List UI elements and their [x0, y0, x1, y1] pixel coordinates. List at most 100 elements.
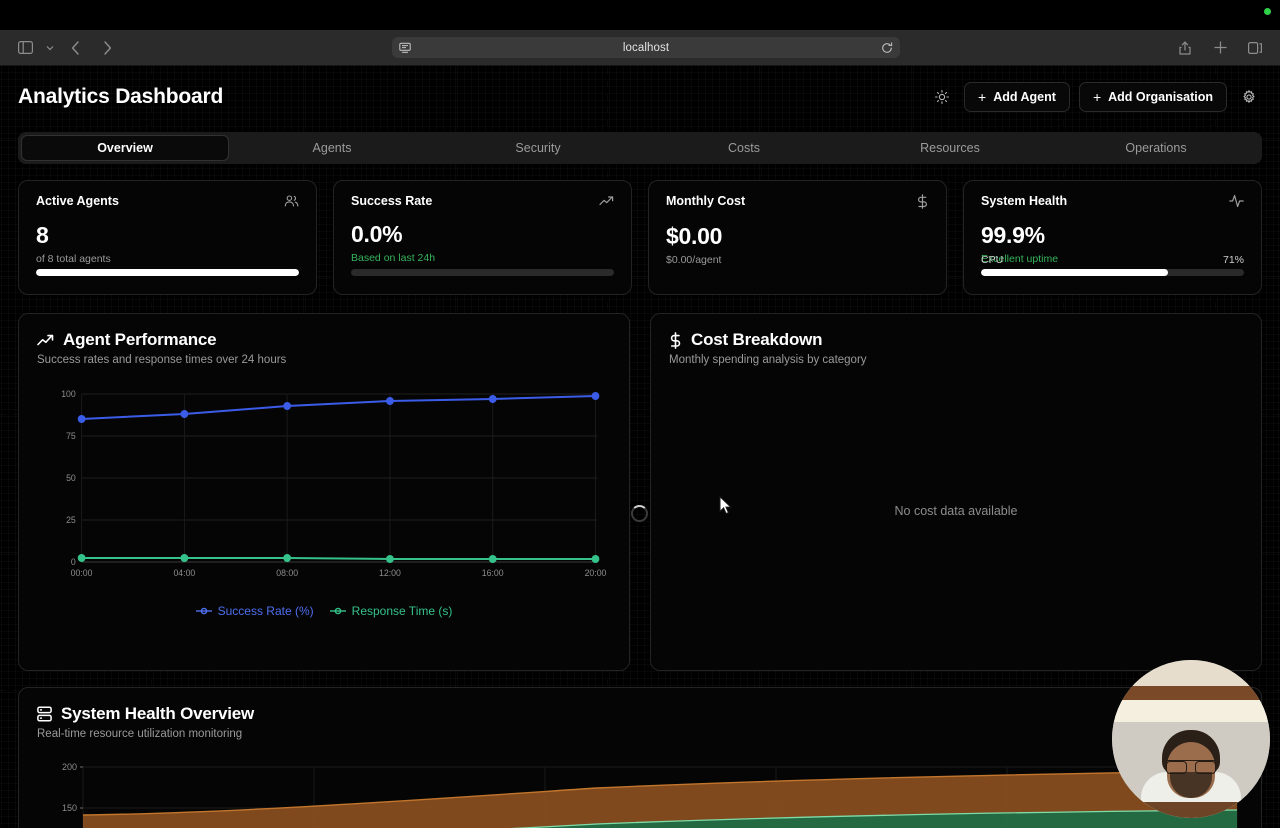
webcam-bg-wall-top	[1112, 660, 1270, 686]
stat-card-system-health: System Health 99.9% Excellent uptime CPU…	[963, 180, 1262, 295]
stat-label: Success Rate	[351, 194, 433, 208]
stat-label: System Health	[981, 194, 1068, 208]
tab-operations[interactable]: Operations	[1125, 141, 1187, 155]
cpu-metric-value: 71%	[1222, 254, 1244, 266]
address-bar[interactable]: localhost	[392, 37, 900, 58]
forward-button[interactable]	[94, 37, 120, 59]
stat-subtitle: Based on last 24h	[351, 252, 436, 264]
url-text: localhost	[622, 41, 670, 54]
panel-subtitle: Monthly spending analysis by category	[669, 354, 867, 366]
settings-button[interactable]	[1236, 84, 1262, 110]
webcam-overlay[interactable]	[1112, 660, 1270, 818]
svg-text:50: 50	[66, 473, 76, 483]
reader-view-icon[interactable]	[399, 42, 411, 54]
panel-subtitle: Real-time resource utilization monitorin…	[37, 728, 243, 740]
panel-title-text: System Health Overview	[61, 704, 255, 723]
progress-track	[351, 269, 614, 276]
main-tab-bar: Overview Agents Security Costs Resources…	[18, 132, 1262, 164]
webcam-person-glasses	[1166, 760, 1216, 774]
stat-value: 99.9%	[981, 222, 1045, 248]
bottom-panel-row: System Health Overview Real-time resourc…	[18, 687, 1262, 828]
svg-text:08:00: 08:00	[276, 568, 298, 578]
chart-legend: Success Rate (%) Response Time (s)	[37, 604, 611, 618]
dashboard-app: Analytics Dashboard + Add Agent	[0, 66, 1280, 828]
loading-spinner-icon	[631, 505, 648, 522]
stat-label: Monthly Cost	[666, 194, 746, 208]
stat-subtitle: of 8 total agents	[36, 253, 111, 265]
svg-text:12:00: 12:00	[379, 568, 401, 578]
mid-panels-row: Agent Performance Success rates and resp…	[18, 313, 1262, 671]
tab-resources[interactable]: Resources	[920, 141, 980, 155]
add-organisation-button[interactable]: + Add Organisation	[1078, 82, 1227, 112]
stat-label: Active Agents	[36, 194, 119, 208]
progress-track	[36, 269, 299, 276]
header-actions: + Add Agent + Add Organisation	[929, 82, 1262, 112]
system-health-overview-panel: System Health Overview Real-time resourc…	[18, 687, 1262, 828]
stat-value: 8	[36, 222, 49, 248]
activity-icon	[1229, 194, 1244, 213]
cost-chart-empty-state: No cost data available	[669, 366, 1243, 656]
system-health-area-chart: 200 150 100	[37, 754, 1243, 828]
legend-item-response-time[interactable]: Response Time (s)	[329, 604, 453, 618]
panel-title-text: Agent Performance	[63, 330, 217, 349]
webcam-bg-desk	[1112, 802, 1270, 818]
sun-icon	[935, 90, 949, 104]
tab-overview[interactable]: Overview	[21, 135, 229, 161]
reload-icon[interactable]	[881, 41, 893, 54]
legend-label: Success Rate (%)	[217, 604, 314, 618]
plus-icon: +	[978, 89, 987, 105]
tab-agents[interactable]: Agents	[312, 141, 352, 155]
webcam-bg-wall-light	[1112, 700, 1270, 722]
panel-title-text: Cost Breakdown	[691, 330, 823, 349]
browser-toolbar: localhost	[0, 30, 1280, 66]
svg-text:200: 200	[62, 762, 77, 772]
app-header: Analytics Dashboard + Add Agent	[0, 66, 1280, 128]
agent-performance-panel: Agent Performance Success rates and resp…	[18, 313, 630, 671]
stat-value: 0.0%	[351, 221, 403, 247]
empty-state-message: No cost data available	[894, 504, 1018, 518]
stat-card-monthly-cost: Monthly Cost $0.00 $0.00/agent	[648, 180, 947, 295]
server-icon	[37, 706, 52, 722]
new-tab-icon[interactable]	[1207, 37, 1233, 59]
svg-text:75: 75	[66, 431, 76, 441]
progress-fill	[36, 269, 299, 276]
gear-icon	[1242, 89, 1256, 104]
svg-text:16:00: 16:00	[482, 568, 504, 578]
panel-subtitle: Success rates and response times over 24…	[37, 354, 287, 366]
users-icon	[284, 194, 299, 213]
share-icon[interactable]	[1172, 37, 1198, 59]
tab-security[interactable]: Security	[515, 141, 561, 155]
sidebar-icon[interactable]	[12, 37, 38, 59]
svg-text:25: 25	[66, 515, 76, 525]
cpu-metric-label: CPU	[981, 254, 1004, 266]
cost-breakdown-panel: Cost Breakdown Monthly spending analysis…	[650, 313, 1262, 671]
svg-text:0: 0	[71, 557, 76, 567]
legend-marker-icon	[195, 607, 212, 615]
theme-toggle-button[interactable]	[929, 84, 955, 110]
dollar-icon	[916, 194, 929, 214]
svg-text:150: 150	[62, 803, 77, 813]
plus-icon: +	[1092, 89, 1102, 105]
chevron-down-icon[interactable]	[44, 37, 56, 59]
cpu-progress-track	[981, 269, 1244, 276]
tab-costs[interactable]: Costs	[728, 141, 760, 155]
svg-text:20:00: 20:00	[585, 568, 607, 578]
stat-card-active-agents: Active Agents 8 of 8 total agents	[18, 180, 317, 295]
dollar-icon	[669, 331, 682, 349]
svg-text:00:00: 00:00	[71, 568, 93, 578]
svg-text:04:00: 04:00	[173, 568, 195, 578]
add-agent-label: Add Agent	[993, 90, 1056, 104]
stat-card-success-rate: Success Rate 0.0% Based on last 24h	[333, 180, 632, 295]
legend-label: Response Time (s)	[351, 604, 453, 618]
mac-menu-strip	[0, 0, 1280, 30]
legend-marker-icon	[329, 607, 346, 615]
back-button[interactable]	[62, 37, 88, 59]
legend-item-success-rate[interactable]: Success Rate (%)	[195, 604, 314, 618]
add-organisation-label: Add Organisation	[1108, 90, 1213, 104]
stat-subtitle: $0.00/agent	[666, 254, 722, 266]
add-agent-button[interactable]: + Add Agent	[964, 82, 1070, 112]
tab-overview-icon[interactable]	[1242, 37, 1268, 59]
webcam-bg-wood-band	[1112, 686, 1270, 700]
stat-cards-row: Active Agents 8 of 8 total agents Succes	[18, 180, 1262, 295]
cpu-progress-fill	[981, 269, 1168, 276]
